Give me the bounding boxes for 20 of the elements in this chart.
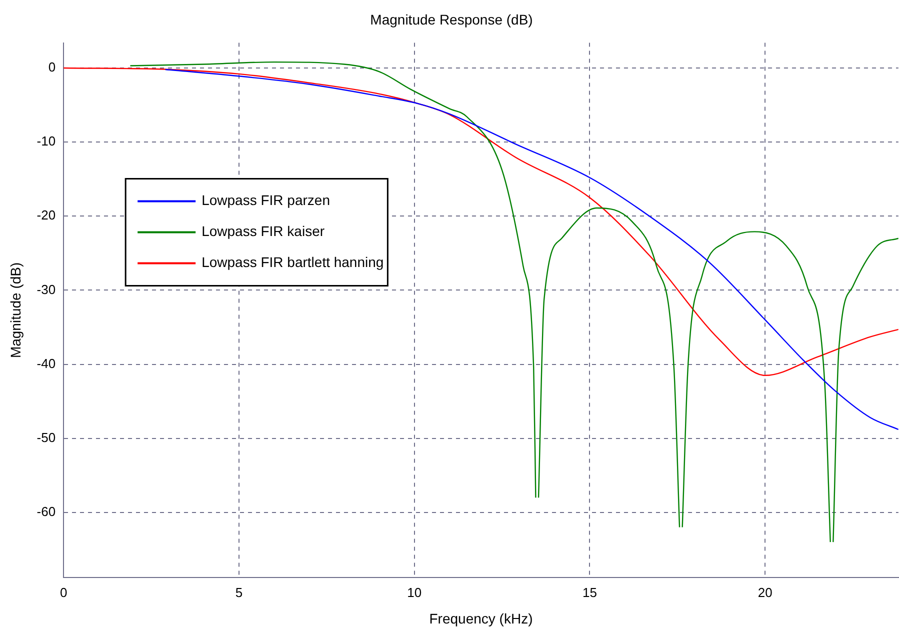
legend-label: Lowpass FIR parzen (202, 192, 330, 208)
y-tick-label: 0 (48, 60, 56, 75)
x-tick-label: 5 (235, 584, 243, 600)
y-tick-label: -50 (36, 430, 56, 445)
x-tick-label: 10 (407, 584, 422, 600)
y-tick-label: -40 (36, 356, 56, 371)
x-tick-label: 0 (60, 584, 68, 600)
y-tick-label: -30 (36, 282, 56, 297)
legend-label: Lowpass FIR kaiser (202, 223, 325, 240)
legend-label: Lowpass FIR bartlett hanning (202, 254, 384, 270)
y-axis-title: Magnitude (dB) (7, 262, 24, 358)
y-tick-label: -60 (36, 504, 56, 519)
line-series (64, 67, 898, 376)
y-tick-label: -20 (36, 208, 56, 223)
x-tick-label: 15 (582, 584, 597, 600)
chart-title: Magnitude Response (dB) (370, 11, 533, 28)
x-tick-label: 20 (758, 584, 772, 600)
y-tick-label: -10 (36, 134, 56, 149)
line-series (164, 68, 898, 430)
x-axis-title: Frequency (kHz) (429, 610, 533, 626)
